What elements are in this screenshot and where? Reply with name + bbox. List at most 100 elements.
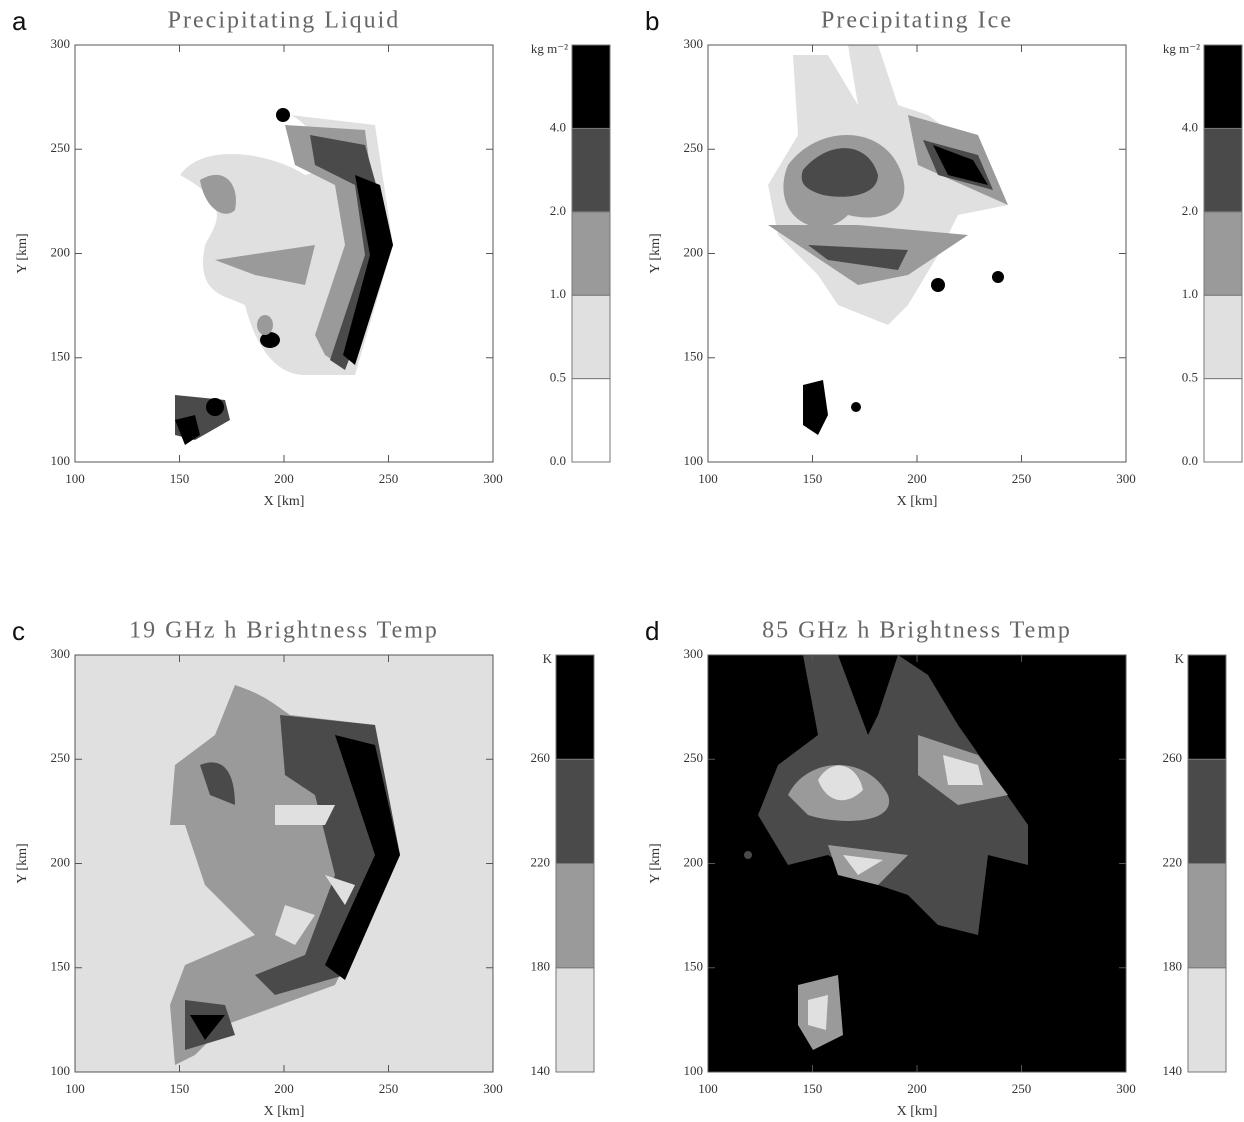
y-tick-label: 100 <box>51 1063 71 1078</box>
x-axis-label: X [km] <box>264 494 305 509</box>
x-tick-label: 100 <box>698 471 718 486</box>
colorbar-label: 2.0 <box>550 203 566 218</box>
colorbar-label: 0.0 <box>1182 453 1198 468</box>
colorbar-label: 4.0 <box>550 119 566 134</box>
x-axis-label: X [km] <box>264 1104 305 1119</box>
y-tick-label: 300 <box>684 36 704 51</box>
colorbar-band <box>1203 44 1243 129</box>
colorbar-unit: kg m⁻² <box>1163 41 1200 56</box>
x-tick-label: 300 <box>1116 471 1136 486</box>
x-tick-label: 200 <box>274 471 294 486</box>
y-axis-label: Y [km] <box>15 233 30 273</box>
colorbar-label: 1.0 <box>550 286 566 301</box>
colorbar-label: 180 <box>531 959 551 974</box>
x-tick-label: 100 <box>65 471 85 486</box>
colorbar-label: 2.0 <box>1182 203 1198 218</box>
colorbar-label: 1.0 <box>1182 286 1198 301</box>
y-tick-label: 100 <box>684 453 704 468</box>
chart-title: 85 GHz h Brightness Temp <box>762 618 1072 644</box>
x-tick-label: 150 <box>170 1081 190 1096</box>
colorbar-label: 220 <box>1163 854 1183 869</box>
y-tick-label: 200 <box>51 244 71 259</box>
y-tick-label: 250 <box>684 140 704 155</box>
contour-shapes <box>175 108 393 445</box>
x-tick-label: 200 <box>907 471 927 486</box>
colorbar-label: 140 <box>1163 1063 1183 1078</box>
colorbar-label: 0.5 <box>550 370 566 385</box>
colorbar-label: 0.5 <box>1182 370 1198 385</box>
x-tick-label: 200 <box>907 1081 927 1096</box>
y-tick-label: 100 <box>684 1063 704 1078</box>
colorbar-band <box>571 294 611 380</box>
colorbar-unit: K <box>1175 651 1185 666</box>
x-tick-label: 250 <box>379 471 399 486</box>
y-tick-label: 100 <box>51 453 71 468</box>
y-tick-label: 150 <box>51 959 71 974</box>
colorbar-label: 220 <box>531 854 551 869</box>
y-tick-label: 300 <box>51 646 71 661</box>
panel-label: c <box>12 616 25 646</box>
x-tick-label: 150 <box>803 1081 823 1096</box>
colorbar-label: 260 <box>1163 750 1183 765</box>
panel-label: a <box>12 6 27 36</box>
y-tick-label: 200 <box>684 854 704 869</box>
y-tick-label: 300 <box>684 646 704 661</box>
x-tick-label: 300 <box>483 471 503 486</box>
colorbar-label: 260 <box>531 750 551 765</box>
colorbar-band <box>555 654 595 760</box>
x-tick-label: 300 <box>483 1081 503 1096</box>
colorbar-band <box>1187 654 1227 760</box>
y-tick-label: 250 <box>51 750 71 765</box>
colorbar-band <box>1203 211 1243 296</box>
colorbar-band <box>555 967 595 1073</box>
y-tick-label: 300 <box>51 36 71 51</box>
contour-shapes <box>744 655 1028 1050</box>
contour-shapes <box>768 45 1008 435</box>
panel-label: d <box>645 616 659 646</box>
y-tick-label: 250 <box>51 140 71 155</box>
x-axis-label: X [km] <box>897 494 938 509</box>
colorbar-band <box>555 863 595 969</box>
colorbar-unit: K <box>543 651 553 666</box>
colorbar-label: 0.0 <box>550 453 566 468</box>
y-tick-label: 150 <box>51 349 71 364</box>
x-tick-label: 100 <box>65 1081 85 1096</box>
contour-shapes <box>170 685 400 1065</box>
panel-label: b <box>645 6 659 36</box>
y-axis-label: Y [km] <box>15 843 30 883</box>
colorbar-band <box>571 378 611 463</box>
y-axis-label: Y [km] <box>648 843 663 883</box>
y-tick-label: 250 <box>684 750 704 765</box>
x-tick-label: 250 <box>379 1081 399 1096</box>
colorbar-band <box>1187 863 1227 969</box>
x-tick-label: 250 <box>1012 471 1032 486</box>
colorbar-band <box>1203 127 1243 213</box>
chart-title: Precipitating Liquid <box>168 8 401 34</box>
x-tick-label: 150 <box>170 471 190 486</box>
x-tick-label: 250 <box>1012 1081 1032 1096</box>
y-axis-label: Y [km] <box>648 233 663 273</box>
colorbar-band <box>555 758 595 864</box>
y-tick-label: 200 <box>51 854 71 869</box>
colorbar-band <box>1187 967 1227 1073</box>
x-axis-label: X [km] <box>897 1104 938 1119</box>
chart-title: Precipitating Ice <box>821 8 1013 34</box>
x-tick-label: 100 <box>698 1081 718 1096</box>
colorbar-unit: kg m⁻² <box>531 41 568 56</box>
y-tick-label: 150 <box>684 959 704 974</box>
colorbar-band <box>571 127 611 213</box>
colorbar-band <box>571 211 611 296</box>
y-tick-label: 200 <box>684 244 704 259</box>
x-tick-label: 200 <box>274 1081 294 1096</box>
colorbar-label: 4.0 <box>1182 119 1198 134</box>
x-tick-label: 300 <box>1116 1081 1136 1096</box>
colorbar-band <box>1203 378 1243 463</box>
chart-title: 19 GHz h Brightness Temp <box>129 618 439 644</box>
colorbar-label: 140 <box>531 1063 551 1078</box>
colorbar-band <box>1203 294 1243 380</box>
colorbar-band <box>571 44 611 129</box>
y-tick-label: 150 <box>684 349 704 364</box>
colorbar-band <box>1187 758 1227 864</box>
x-tick-label: 150 <box>803 471 823 486</box>
